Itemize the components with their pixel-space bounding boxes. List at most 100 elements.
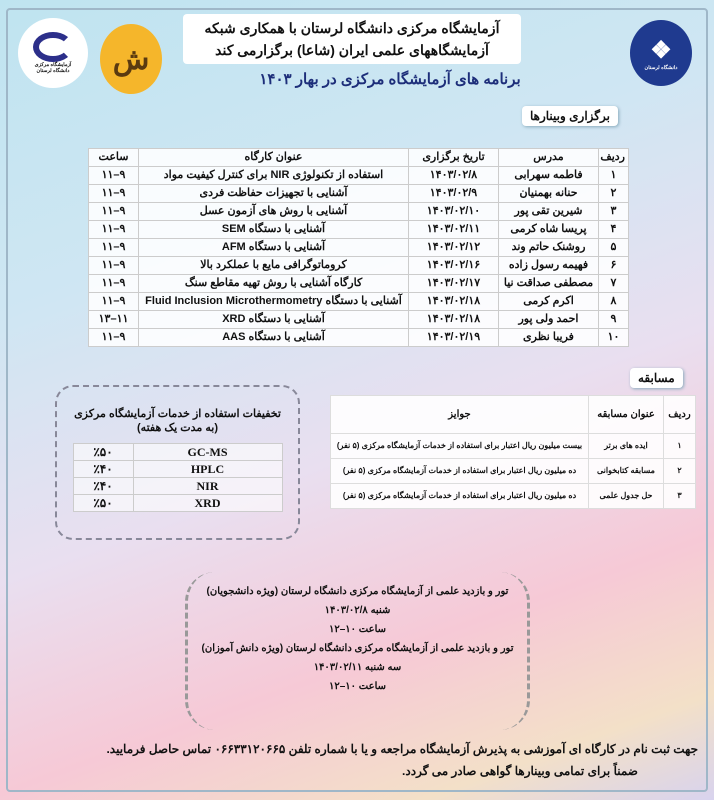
table-cell: احمد ولی پور (498, 310, 599, 329)
discount-row: ٪۵۰ XRD (72, 494, 283, 512)
table-row: ۱۰ فریبا نظری ۱۴۰۳/۰۲/۱۹ آشنایی با دستگاه A… (88, 328, 629, 347)
table-cell: ۵ (598, 238, 629, 257)
discount-percent: ٪۵۰ (72, 443, 134, 461)
table-row: ۳ شیرین تقی پور ۱۴۰۳/۰۲/۱۰ آشنایی با روش ها… (88, 202, 629, 221)
table-cell: آشنایی با دستگاه AAS (138, 328, 409, 347)
table-cell: آشنایی با دستگاه AFM (138, 238, 409, 257)
shaa-logo: ش (100, 24, 162, 94)
table-cell: ۹–۱۱ (88, 238, 139, 257)
tour-line: ساعت ۱۰–۱۲ (328, 681, 387, 692)
table-row: ۷ مصطفی صداقت نیا ۱۴۰۳/۰۲/۱۷ کارگاه آشنایی … (88, 274, 629, 293)
discounts-box: تخفیفات استفاده از خدمات آزمایشگاه مرکزی… (55, 385, 300, 540)
table-row: ۸ اکرم کرمی ۱۴۰۳/۰۲/۱۸ آشنایی با دستگاه Flu… (88, 292, 629, 311)
table-cell: آشنایی با دستگاه Fluid Inclusion Microth… (138, 292, 409, 311)
table-cell: ۲ (598, 184, 629, 203)
discount-percent: ٪۵۰ (72, 494, 134, 512)
discounts-table: ٪۵۰ GC-MS ٪۴۰ HPLC ٪۴۰ NIR ٪۵۰ XRD (72, 443, 283, 512)
col-header: عنوان مسابقه (588, 395, 664, 434)
col-header: ردیف (598, 148, 629, 167)
table-cell: آشنایی با تجهیزات حفاظت فردی (138, 184, 409, 203)
table-cell: فریبا نظری (498, 328, 599, 347)
central-lab-logo: آزمایشگاه مرکزی دانشگاه لرستان (18, 18, 88, 88)
table-cell: ده میلیون ریال اعتبار برای استفاده از خد… (330, 483, 589, 509)
table-cell: آشنایی با دستگاه SEM (138, 220, 409, 239)
footer-line-2: ضمناً برای تمامی وبینارها گواهی صادر می … (402, 764, 638, 778)
table-cell: ۱۴۰۳/۰۲/۱۷ (408, 274, 499, 293)
discount-row: ٪۵۰ GC-MS (72, 443, 283, 461)
table-cell: فهیمه رسول زاده (498, 256, 599, 275)
table-row: ۵ روشنک حاتم وند ۱۴۰۳/۰۲/۱۲ آشنایی با دستگا… (88, 238, 629, 257)
table-cell: ۱۴۰۳/۰۲/۱۰ (408, 202, 499, 221)
discounts-subtitle: (به مدت یک هفته) (137, 422, 218, 434)
header-title: آزمایشگاه مرکزی دانشگاه لرستان با همکاری… (183, 14, 521, 64)
table-cell: ۹–۱۱ (88, 220, 139, 239)
discount-percent: ٪۴۰ (72, 460, 134, 478)
tour-line: تور و بازدید علمی از آزمایشگاه مرکزی دان… (206, 586, 509, 597)
table-row: ۱ فاطمه سهرابی ۱۴۰۳/۰۲/۸ استفاده از تکنولوژ… (88, 166, 629, 185)
tour-line: ساعت ۱۰–۱۲ (328, 624, 387, 635)
footer-line-1: جهت ثبت نام در کارگاه ای آموزشی به پذیرش… (106, 742, 698, 756)
tour-line: شنبه ۱۴۰۳/۰۲/۸ (324, 605, 391, 616)
table-row: ۶ فهیمه رسول زاده ۱۴۰۳/۰۲/۱۶ کروماتوگرافی م… (88, 256, 629, 275)
instrument-name: HPLC (132, 460, 283, 478)
table-cell: ۹ (598, 310, 629, 329)
col-header: تاریخ برگزاری (408, 148, 499, 167)
table-cell: ایده های برتر (588, 433, 664, 459)
table-cell: ۹–۱۱ (88, 202, 139, 221)
table-row: ۹ احمد ولی پور ۱۴۰۳/۰۲/۱۸ آشنایی با دستگاه … (88, 310, 629, 329)
table-cell: ۱۴۰۳/۰۲/۱۸ (408, 310, 499, 329)
discount-row: ٪۴۰ NIR (72, 477, 283, 495)
col-header: جوایز (330, 395, 589, 434)
table-cell: ۱ (598, 166, 629, 185)
table-cell: ۹–۱۱ (88, 328, 139, 347)
table-cell: کروماتوگرافی مایع با عملکرد بالا (138, 256, 409, 275)
table-cell: ۱۴۰۳/۰۲/۱۶ (408, 256, 499, 275)
instrument-name: GC-MS (132, 443, 283, 461)
table-cell: مصطفی صداقت نیا (498, 274, 599, 293)
table-cell: ۶ (598, 256, 629, 275)
table-row: ۳ حل جدول علمی ده میلیون ریال اعتبار برای … (330, 483, 696, 509)
tour-box: تور و بازدید علمی از آزمایشگاه مرکزی دان… (185, 572, 530, 730)
table-cell: ۹–۱۱ (88, 274, 139, 293)
discounts-title: تخفیفات استفاده از خدمات آزمایشگاه مرکزی (74, 408, 281, 420)
table-cell: ۱ (663, 433, 696, 459)
table-cell: ۱۰ (598, 328, 629, 347)
header-line-1: آزمایشگاه مرکزی دانشگاه لرستان با همکاری… (204, 20, 500, 36)
table-cell: ۴ (598, 220, 629, 239)
table-cell: ۲ (663, 458, 696, 484)
tour-line: تور و بازدید علمی از آزمایشگاه مرکزی دان… (201, 643, 514, 654)
discount-percent: ٪۴۰ (72, 477, 134, 495)
table-cell: حنانه بهمنیان (498, 184, 599, 203)
table-cell: حل جدول علمی (588, 483, 664, 509)
table-row: ۱ ایده های برتر بیست میلیون ریال اعتبار بر… (330, 433, 696, 459)
competition-table: ردیف عنوان مسابقه جوایز ۱ ایده های برتر بی… (330, 395, 696, 509)
table-cell: ۳ (663, 483, 696, 509)
table-cell: ۱۴۰۳/۰۲/۹ (408, 184, 499, 203)
footer-note: جهت ثبت نام در کارگاه ای آموزشی به پذیرش… (18, 738, 698, 782)
table-cell: ۹–۱۱ (88, 256, 139, 275)
table-cell: اکرم کرمی (498, 292, 599, 311)
table-cell: بیست میلیون ریال اعتبار برای استفاده از … (330, 433, 589, 459)
table-cell: ۳ (598, 202, 629, 221)
competition-tab: مسابقه (630, 368, 683, 388)
table-cell: ۱۴۰۳/۰۲/۱۱ (408, 220, 499, 239)
instrument-name: XRD (132, 494, 283, 512)
webinars-table: ردیف مدرس تاریخ برگزاری عنوان کارگاه ساع… (88, 148, 629, 347)
table-cell: فاطمه سهرابی (498, 166, 599, 185)
header-line-2: آزمایشگاههای علمی ایران (شاعا) برگزارمی … (215, 42, 489, 58)
table-cell: ۹–۱۱ (88, 292, 139, 311)
table-cell: ۹–۱۱ (88, 166, 139, 185)
lorestan-university-logo: ❖ دانشگاه لرستان (630, 20, 692, 86)
table-cell: ۱۴۰۳/۰۲/۱۹ (408, 328, 499, 347)
table-row: ۲ حنانه بهمنیان ۱۴۰۳/۰۲/۹ آشنایی با تجهیزات… (88, 184, 629, 203)
university-logo-caption: دانشگاه لرستان (644, 64, 678, 71)
instrument-name: NIR (132, 477, 283, 495)
table-row: ۴ پریسا شاه کرمی ۱۴۰۳/۰۲/۱۱ آشنایی با دستگا… (88, 220, 629, 239)
table-cell: شیرین تقی پور (498, 202, 599, 221)
table-cell: ۱۴۰۳/۰۲/۸ (408, 166, 499, 185)
table-cell: ۱۴۰۳/۰۲/۱۸ (408, 292, 499, 311)
table-cell: ۷ (598, 274, 629, 293)
table-cell: استفاده از تکنولوژی NIR برای کنترل کیفیت… (138, 166, 409, 185)
central-lab-logo-caption: آزمایشگاه مرکزی دانشگاه لرستان (34, 62, 72, 74)
col-header: عنوان کارگاه (138, 148, 409, 167)
